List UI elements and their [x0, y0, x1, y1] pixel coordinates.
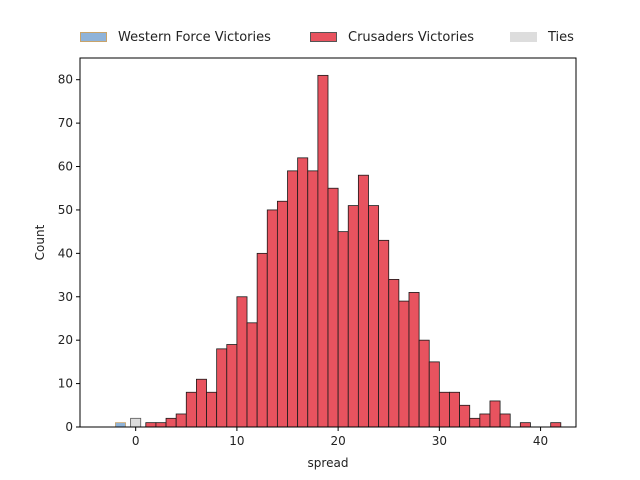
bar-crusaders-victories-36: [520, 423, 530, 427]
bar-crusaders-victories-12: [267, 210, 277, 427]
bar-crusaders-victories-33: [480, 414, 490, 427]
bar-crusaders-victories-2: [166, 418, 176, 427]
bar-crusaders-victories-32: [470, 418, 480, 427]
x-axis-label: spread: [308, 456, 349, 470]
bar-crusaders-victories-19: [338, 232, 348, 427]
bar-crusaders-victories-25: [399, 301, 409, 427]
y-tick-label-8: 80: [58, 73, 73, 87]
bar-crusaders-victories-20: [348, 206, 358, 427]
bar-crusaders-victories-11: [257, 253, 267, 427]
bar-crusaders-victories-27: [419, 340, 429, 427]
bar-crusaders-victories-30: [449, 392, 459, 427]
bar-crusaders-victories-16: [308, 171, 318, 427]
bar-crusaders-victories-13: [277, 201, 287, 427]
y-tick-label-6: 60: [58, 160, 73, 174]
bar-crusaders-victories-1: [156, 423, 166, 427]
bar-crusaders-victories-34: [490, 401, 500, 427]
bar-crusaders-victories-18: [328, 188, 338, 427]
bar-ties-0: [131, 418, 141, 427]
bar-crusaders-victories-22: [368, 206, 378, 427]
y-tick-label-7: 70: [58, 116, 73, 130]
bar-crusaders-victories-29: [439, 392, 449, 427]
x-tick-label-1: 10: [229, 434, 244, 448]
y-tick-label-0: 0: [65, 420, 73, 434]
x-axis: 0 10 20 30 40: [132, 427, 548, 448]
bar-crusaders-victories-8: [227, 345, 237, 427]
bar-western-force-victories-0: [115, 423, 125, 427]
y-tick-label-1: 10: [58, 377, 73, 391]
x-tick-label-2: 20: [330, 434, 345, 448]
y-tick-label-3: 30: [58, 290, 73, 304]
bar-crusaders-victories-4: [186, 392, 196, 427]
bar-crusaders-victories-26: [409, 292, 419, 427]
y-tick-label-2: 20: [58, 333, 73, 347]
bar-crusaders-victories-37: [551, 423, 561, 427]
y-tick-label-5: 50: [58, 203, 73, 217]
bar-crusaders-victories-6: [207, 392, 217, 427]
y-axis-label: Count: [33, 224, 47, 260]
bar-crusaders-victories-10: [247, 323, 257, 427]
bar-crusaders-victories-9: [237, 297, 247, 427]
bar-crusaders-victories-14: [288, 171, 298, 427]
y-axis: 0 10 20 30 40 50 60 70 80: [58, 73, 80, 434]
bar-crusaders-victories-24: [389, 279, 399, 427]
bar-crusaders-victories-7: [217, 349, 227, 427]
bar-crusaders-victories-21: [358, 175, 368, 427]
bar-crusaders-victories-23: [379, 240, 389, 427]
x-tick-label-0: 0: [132, 434, 140, 448]
x-tick-label-4: 40: [533, 434, 548, 448]
x-tick-label-3: 30: [432, 434, 447, 448]
bar-crusaders-victories-3: [176, 414, 186, 427]
bar-crusaders-victories-17: [318, 75, 328, 427]
bar-crusaders-victories-5: [196, 379, 206, 427]
bar-crusaders-victories-31: [460, 405, 470, 427]
y-tick-label-4: 40: [58, 246, 73, 260]
bar-crusaders-victories-35: [500, 414, 510, 427]
bars-layer: [115, 75, 560, 427]
bar-crusaders-victories-15: [298, 158, 308, 427]
bar-crusaders-victories-0: [146, 423, 156, 427]
bar-crusaders-victories-28: [429, 362, 439, 427]
